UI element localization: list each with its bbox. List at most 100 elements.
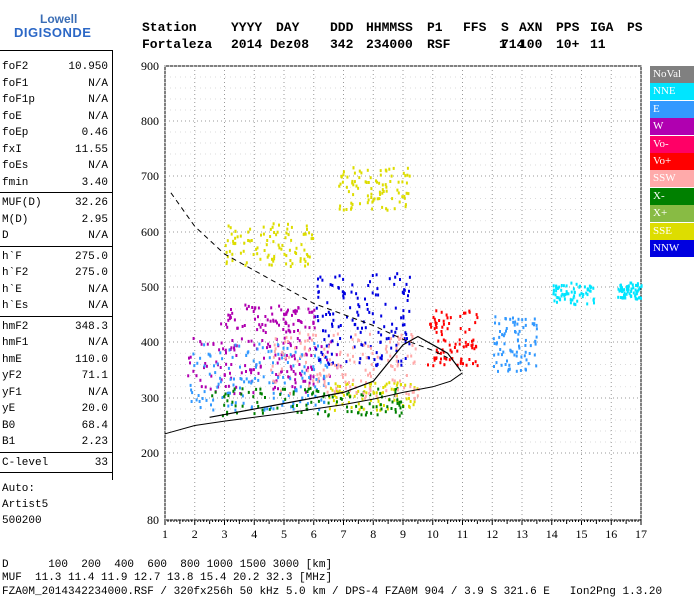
echo-point (306, 227, 308, 231)
echo-point (399, 379, 401, 383)
echo-point (376, 408, 378, 412)
y-tick-label: 800 (141, 114, 159, 128)
echo-point (371, 312, 374, 316)
echo-point (393, 398, 396, 402)
echo-point (256, 246, 259, 250)
echo-point (448, 322, 451, 325)
echo-point (473, 347, 476, 351)
echo-point (396, 364, 399, 368)
echo-point (281, 243, 284, 247)
echo-point (304, 388, 306, 392)
echo-point (271, 225, 274, 229)
echo-point (277, 376, 280, 380)
echo-point (381, 188, 384, 192)
echo-point (312, 365, 315, 369)
echo-point (275, 373, 278, 376)
echo-point (619, 284, 622, 287)
echo-point (354, 333, 357, 337)
legend-item-vo: Vo- (650, 135, 694, 153)
param-row-hf: h`F 275.0 (2, 249, 108, 265)
echo-point (316, 380, 319, 384)
echo-point (245, 370, 247, 373)
legend-item-vo: Vo+ (650, 153, 694, 170)
echo-point (227, 394, 230, 398)
echo-point (270, 368, 273, 372)
echo-point (241, 394, 244, 398)
echo-point (301, 376, 304, 380)
echo-point (330, 352, 333, 356)
echo-point (333, 408, 336, 412)
echo-point (251, 306, 254, 309)
param-row-foes: foEs N/A (2, 158, 108, 174)
echo-point (289, 344, 292, 348)
echo-point (396, 398, 399, 402)
echo-point (285, 231, 288, 235)
echo-point (301, 369, 304, 373)
echo-point (256, 252, 259, 256)
echo-point (573, 291, 576, 295)
echo-point (272, 387, 275, 391)
echo-point (203, 343, 206, 347)
echo-point (231, 339, 234, 342)
header-label-8: AXN (519, 20, 543, 35)
echo-point (292, 322, 295, 326)
echo-point (378, 190, 381, 194)
echo-point (219, 376, 222, 380)
echo-point (394, 306, 397, 310)
echo-point (276, 230, 279, 234)
echo-point (395, 355, 398, 359)
echo-point (287, 222, 289, 226)
echo-point (305, 360, 307, 364)
echo-point (234, 408, 237, 412)
echo-point (621, 296, 624, 300)
echo-point (319, 358, 322, 362)
echo-point (252, 359, 255, 363)
echo-point (384, 347, 387, 351)
echo-point (379, 408, 382, 412)
echo-point (555, 284, 558, 288)
param-value: 71.1 (81, 370, 108, 382)
echo-point (448, 343, 451, 347)
echo-point (323, 392, 326, 396)
x-tick-label: 11 (457, 527, 469, 541)
echo-point (395, 349, 398, 352)
echo-point (298, 363, 301, 366)
echo-point (300, 243, 303, 247)
echo-point (581, 295, 584, 299)
echo-point (458, 342, 461, 346)
echo-point (400, 333, 403, 337)
echo-point (362, 393, 364, 397)
echo-point (384, 410, 387, 414)
echo-point (347, 390, 350, 394)
echo-point (327, 414, 330, 418)
echo-point (379, 173, 382, 177)
echo-point (460, 358, 463, 362)
echo-point (504, 363, 507, 366)
echo-point (318, 408, 321, 412)
echo-point (272, 396, 275, 400)
echo-point (458, 338, 461, 342)
echo-point (280, 369, 283, 373)
echo-point (400, 383, 402, 387)
echo-point (351, 283, 354, 287)
echo-point (344, 373, 347, 377)
echo-point (292, 370, 295, 373)
echo-point (350, 410, 353, 414)
echo-point (413, 400, 416, 404)
param-value: 3.40 (81, 176, 108, 189)
echo-point (342, 393, 345, 397)
echo-point (370, 363, 373, 367)
echo-point (498, 335, 501, 339)
param-row-fmin: fmin 3.40 (2, 175, 108, 191)
echo-point (369, 389, 372, 392)
echo-point (401, 323, 404, 327)
echo-point (515, 369, 518, 373)
echo-point (502, 350, 505, 354)
echo-point (286, 227, 289, 231)
echo-point (292, 402, 295, 406)
echo-point (350, 201, 353, 205)
echo-point (627, 288, 630, 292)
param-value: 68.4 (81, 419, 108, 432)
param-row-hmf2: hmF2 348.3 (2, 319, 108, 335)
echo-point (557, 286, 560, 290)
